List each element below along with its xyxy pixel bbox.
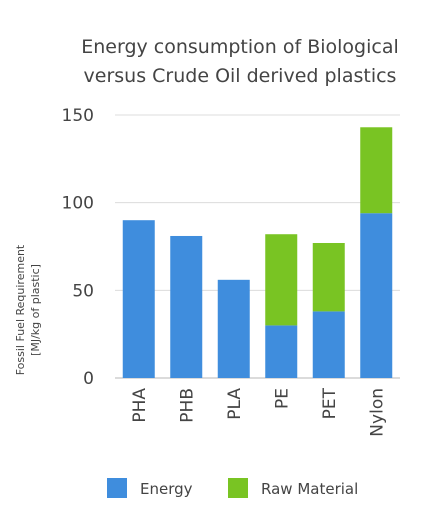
legend-label-energy: Energy xyxy=(140,480,193,498)
x-tick-label-pla: PLA xyxy=(225,388,245,420)
bars xyxy=(122,127,393,378)
legend-swatch-raw-material xyxy=(228,478,248,498)
y-axis-title-line-2: [MJ/kg of plastic] xyxy=(29,264,42,356)
x-tick-label-nylon: Nylon xyxy=(367,388,387,437)
bar-pet-raw-material xyxy=(312,242,345,312)
grid xyxy=(115,114,400,379)
bar-pe-energy xyxy=(265,325,298,378)
bar-nylon-raw-material xyxy=(360,127,393,214)
bar-pla-energy xyxy=(217,279,250,378)
x-tick-label-phb: PHB xyxy=(177,388,197,423)
x-axis-labels: PHA PHB PLA PE PET Nylon xyxy=(130,387,388,436)
legend-label-raw-material: Raw Material xyxy=(261,480,358,498)
y-tick-label-100: 100 xyxy=(62,194,94,214)
y-tick-label-50: 50 xyxy=(72,281,94,301)
chart-title-line-1: Energy consumption of Biological xyxy=(81,36,399,58)
x-tick-label-pha: PHA xyxy=(130,388,150,423)
y-axis-title-line-1: Fossil Fuel Requirement xyxy=(14,244,27,375)
bar-pe-raw-material xyxy=(265,234,298,326)
bar-phb-energy xyxy=(170,235,203,378)
x-tick-label-pet: PET xyxy=(320,387,340,419)
legend-swatch-energy xyxy=(107,478,127,498)
y-tick-label-0: 0 xyxy=(83,369,94,389)
y-axis-ticks: 0 50 100 150 xyxy=(62,106,94,389)
chart-title-line-2: versus Crude Oil derived plastics xyxy=(84,65,397,87)
bar-nylon-energy xyxy=(360,213,393,378)
y-axis-title: Fossil Fuel Requirement [MJ/kg of plasti… xyxy=(14,244,42,375)
y-tick-label-150: 150 xyxy=(62,106,94,126)
legend: Energy Raw Material xyxy=(107,478,358,498)
bar-pha-energy xyxy=(122,220,155,378)
bar-pet-energy xyxy=(312,311,345,378)
x-tick-label-pe: PE xyxy=(272,388,292,409)
